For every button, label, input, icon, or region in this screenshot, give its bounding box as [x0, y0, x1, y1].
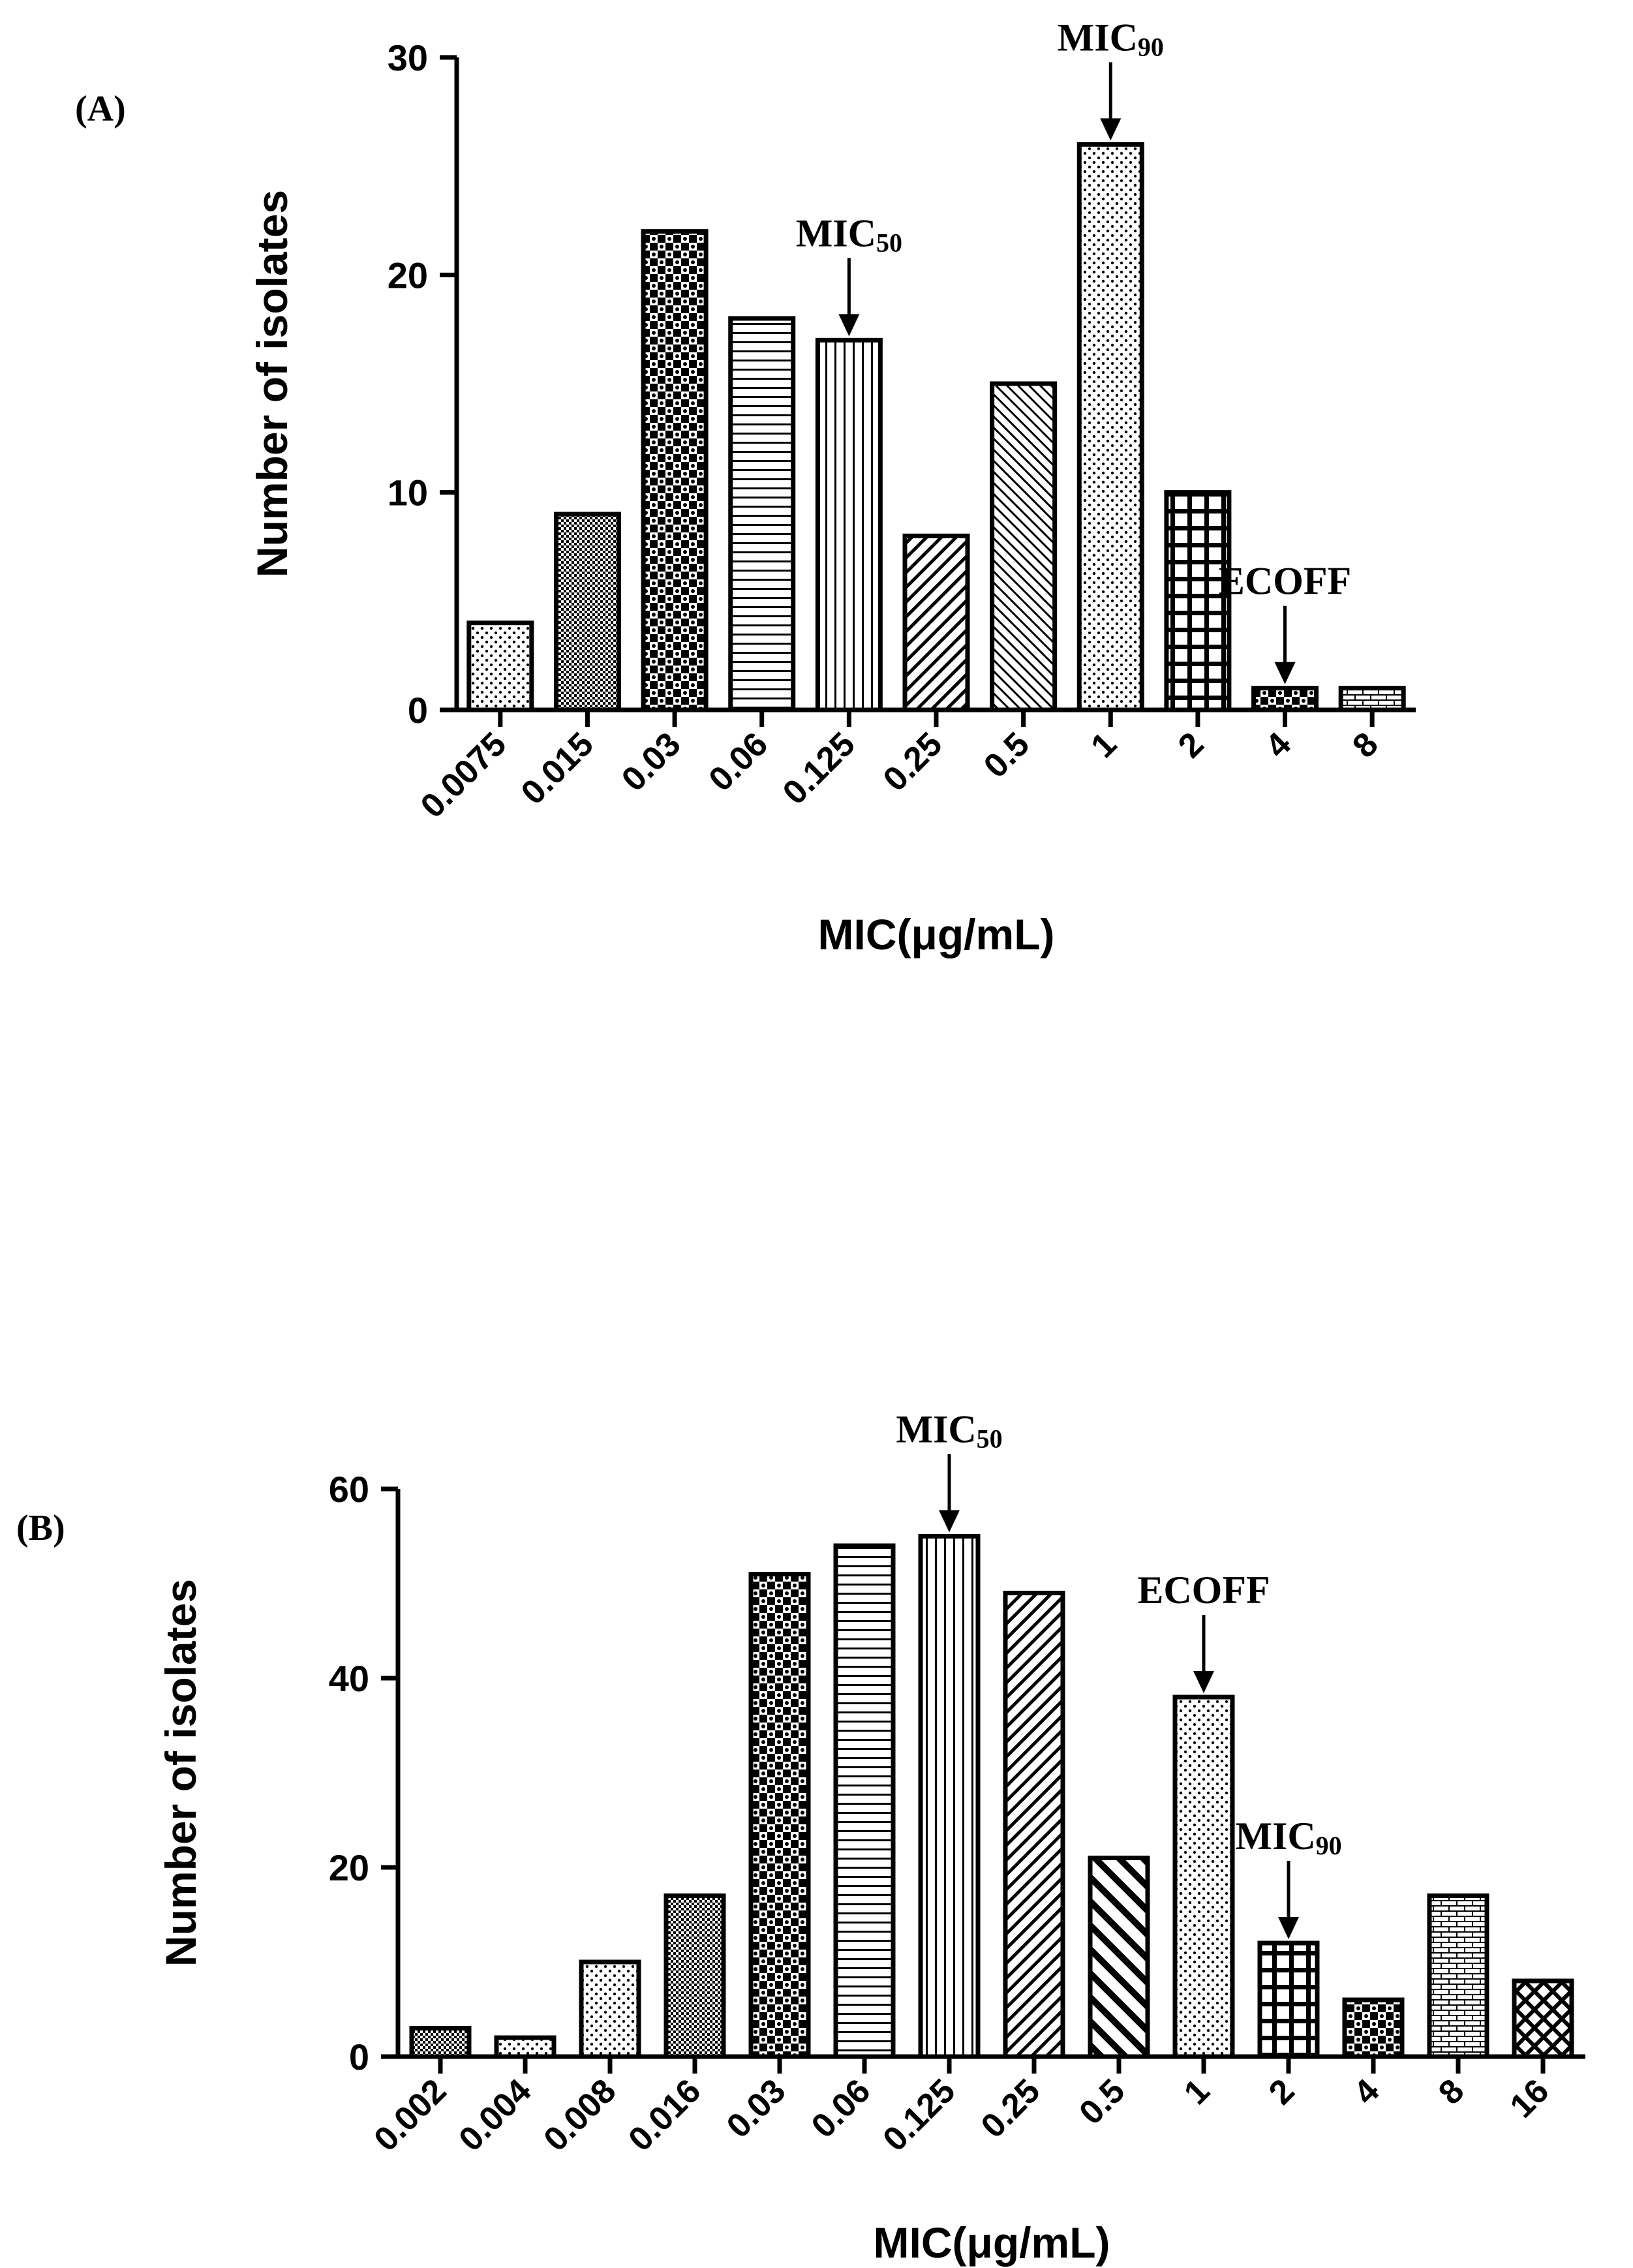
- y-axis-label: Number of isolates: [157, 1579, 205, 1967]
- x-tick-label: 0.002: [367, 2072, 453, 2158]
- x-tick-label: 0.25: [876, 725, 950, 799]
- bar-8: [1427, 1893, 1489, 2059]
- bar-0.016: [664, 1893, 726, 2059]
- annotation-label: ECOFF: [1137, 1569, 1270, 1612]
- bar-0.06: [728, 316, 796, 713]
- x-tick-label: 8: [1431, 2072, 1471, 2111]
- x-tick-label: 0.015: [514, 725, 601, 812]
- x-axis-label: MIC(μg/mL): [818, 910, 1055, 958]
- chart-panel-a: (A) 0 10 20 30 0.0075 0.015 0.03 0.06 0.125 0.25 0.…: [75, 16, 1416, 958]
- y-axis-label: Number of isolates: [248, 190, 296, 577]
- y-tick-label: 20: [388, 254, 428, 296]
- x-tick-label: 2: [1262, 2072, 1302, 2111]
- panel-label: (A): [75, 89, 126, 129]
- bar-0.5: [1088, 1856, 1150, 2059]
- annotation-arrowhead: [1193, 1671, 1214, 1693]
- bar-0.015: [553, 512, 621, 713]
- y-tick-label: 60: [329, 1469, 369, 1510]
- bar-0.5: [990, 381, 1058, 713]
- x-tick-label: 1: [1177, 2072, 1217, 2111]
- y-tick-label: 10: [388, 472, 428, 513]
- annotation-label: MIC90: [1058, 16, 1164, 61]
- annotation-label: MIC90: [1235, 1815, 1341, 1860]
- bar-0.03: [641, 229, 709, 713]
- bar-8: [1338, 686, 1406, 713]
- x-tick-label: 0.125: [776, 725, 862, 812]
- annotation-label: MIC50: [796, 211, 902, 257]
- bar-0.0075: [466, 621, 534, 713]
- x-tick-label: 0.25: [974, 2072, 1048, 2145]
- annotation-label: ECOFF: [1219, 560, 1351, 603]
- bar-1: [1172, 1694, 1235, 2059]
- bar-0.25: [1003, 1591, 1065, 2059]
- bar-0.25: [902, 533, 970, 713]
- x-tick-label: 2: [1171, 725, 1211, 765]
- y-tick-label: 0: [408, 690, 428, 731]
- annotation-arrowhead: [1274, 662, 1296, 684]
- bar-0.125: [918, 1534, 981, 2059]
- x-tick-label: 0.5: [977, 725, 1037, 785]
- x-tick-label: 0.06: [804, 2072, 878, 2145]
- x-tick-label: 0.004: [451, 2072, 538, 2158]
- bar-1: [1076, 142, 1144, 713]
- x-tick-label: 0.125: [876, 2072, 962, 2158]
- x-tick-label: 0.5: [1072, 2072, 1132, 2132]
- x-tick-label: 0.03: [720, 2072, 793, 2145]
- x-tick-label: 0.008: [536, 2072, 623, 2158]
- x-tick-label: 0.016: [621, 2072, 708, 2158]
- y-tick-label: 30: [388, 37, 428, 78]
- x-tick-label: 0.0075: [414, 725, 513, 825]
- x-tick-label: 1: [1084, 725, 1123, 765]
- annotation-arrowhead: [1100, 118, 1122, 141]
- bar-0.002: [409, 2026, 472, 2059]
- bar-16: [1512, 1978, 1574, 2059]
- bar-0.125: [815, 337, 883, 713]
- x-tick-label: 8: [1345, 725, 1385, 765]
- panel-label: (B): [16, 1508, 65, 1548]
- bar-4: [1342, 1997, 1405, 2059]
- bar-0.03: [748, 1572, 811, 2059]
- x-axis-label: MIC(μg/mL): [874, 2218, 1110, 2267]
- bar-2: [1257, 1940, 1320, 2059]
- y-tick-label: 20: [329, 1847, 369, 1888]
- bar-4: [1251, 686, 1319, 713]
- annotation-arrowhead: [939, 1510, 960, 1533]
- x-tick-label: 0.03: [615, 725, 688, 799]
- annotation-label: MIC50: [896, 1408, 1002, 1454]
- x-tick-label: 16: [1503, 2072, 1557, 2125]
- y-tick-label: 40: [329, 1658, 369, 1699]
- bar-0.06: [833, 1543, 896, 2059]
- bar-0.004: [494, 2035, 557, 2059]
- annotation-arrowhead: [838, 314, 860, 337]
- annotation-arrowhead: [1278, 1917, 1299, 1939]
- y-tick-label: 0: [349, 2036, 369, 2077]
- x-tick-label: 0.06: [702, 725, 776, 799]
- x-tick-label: 4: [1259, 725, 1299, 765]
- x-tick-label: 4: [1347, 2072, 1387, 2112]
- bar-0.008: [579, 1959, 641, 2059]
